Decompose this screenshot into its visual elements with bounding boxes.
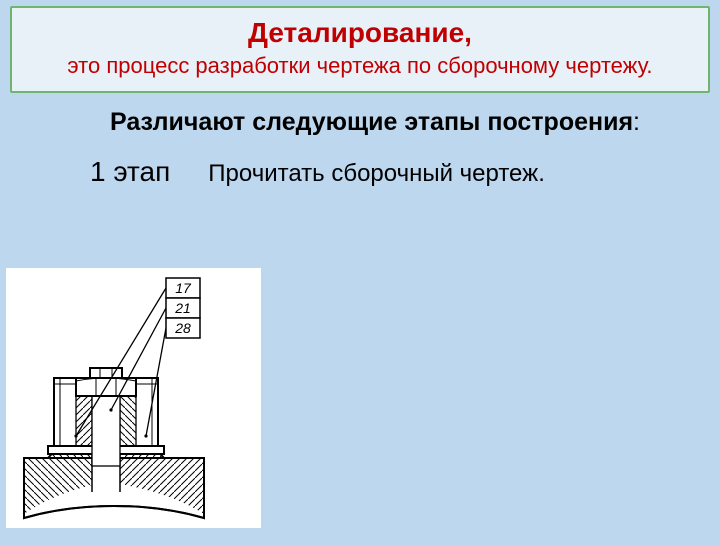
section-heading-text: Различают следующие этапы построения (110, 108, 633, 136)
engineering-diagram: 17 21 28 (6, 268, 261, 528)
title-main: Деталирование, (32, 16, 688, 50)
stage-row: 1 этап Прочитать сборочный чертеж. (90, 156, 720, 188)
title-sub: это процесс разработки чертежа по сбороч… (32, 52, 688, 80)
header-box: Деталирование, это процесс разработки че… (10, 6, 710, 93)
stage-label: 1 этап (90, 156, 170, 188)
svg-text:17: 17 (175, 280, 192, 296)
stage-text: Прочитать сборочный чертеж. (208, 160, 545, 188)
svg-text:28: 28 (174, 320, 191, 336)
svg-text:21: 21 (174, 300, 191, 316)
section-heading: Различают следующие этапы построения: (90, 107, 660, 138)
